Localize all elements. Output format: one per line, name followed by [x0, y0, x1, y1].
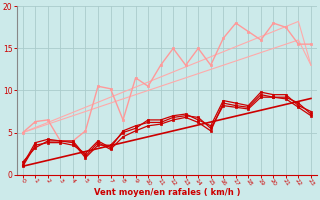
- X-axis label: Vent moyen/en rafales ( km/h ): Vent moyen/en rafales ( km/h ): [94, 188, 240, 197]
